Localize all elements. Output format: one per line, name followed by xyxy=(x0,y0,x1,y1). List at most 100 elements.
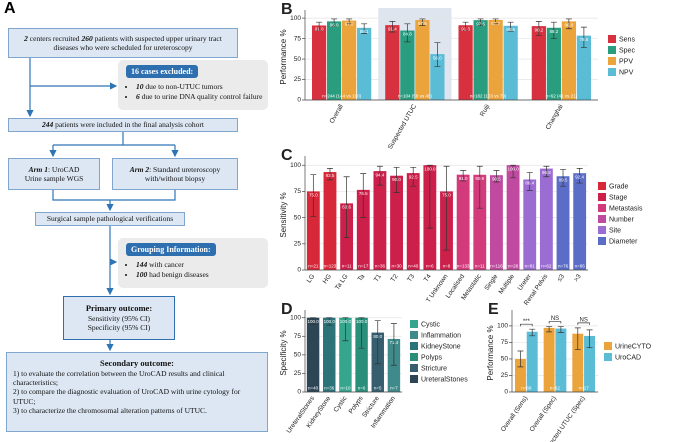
value-label: 100.0 xyxy=(424,166,436,171)
bar xyxy=(514,358,526,392)
number: 10 xyxy=(136,82,144,91)
number: 260 xyxy=(81,33,93,43)
y-axis-title: Specificity % xyxy=(279,330,288,375)
primary-item: Specificity (95% CI) xyxy=(87,323,151,333)
n-label: n=81 xyxy=(525,264,536,269)
bar xyxy=(385,25,400,101)
excluded-box: 16 cases excluded: 10 due to non-UTUC tu… xyxy=(118,60,268,110)
value-label: 88.1 xyxy=(360,29,369,34)
y-tick-label: 25 xyxy=(294,76,302,83)
value-label: 92.5 xyxy=(409,174,418,179)
value-label: 71.4 xyxy=(390,340,399,345)
error-bar xyxy=(574,327,581,351)
n-label: n=6 xyxy=(358,386,366,391)
error-bar xyxy=(476,165,483,209)
verification-box: Surgical sample pathological verificatio… xyxy=(35,212,185,226)
legend-swatch xyxy=(608,57,616,65)
legend-swatch xyxy=(598,215,606,223)
y-tick-label: 75 xyxy=(294,35,302,42)
n-label: n=11 xyxy=(475,264,485,269)
error-bar xyxy=(443,165,450,251)
y-axis-title: Performance % xyxy=(279,29,288,84)
error-bar xyxy=(410,166,417,187)
error-bar xyxy=(326,168,333,181)
primary-item: Sensitivity (95% CI) xyxy=(87,313,151,323)
value-label: 100.0 xyxy=(340,319,352,324)
value-label: 92.4 xyxy=(575,174,584,179)
error-bar xyxy=(546,326,553,333)
n-label: n=104 (58 vs 46) xyxy=(398,94,432,99)
value-label: 86.4 xyxy=(525,181,534,186)
excluded-item: 10 due to non-UTUC tumors xyxy=(136,82,262,92)
error-bar xyxy=(358,317,365,349)
bar xyxy=(406,173,420,270)
y-tick-label: 100 xyxy=(290,314,301,321)
x-tick-label: ≤3 xyxy=(556,273,566,283)
value-label: 88.2 xyxy=(549,29,558,34)
panel-label: C xyxy=(281,147,293,164)
value-label: 100.0 xyxy=(356,319,368,324)
legend-swatch xyxy=(608,35,616,43)
y-tick-label: 75 xyxy=(294,188,302,195)
bar xyxy=(584,335,596,392)
value-label: 96.8 xyxy=(542,170,551,175)
excluded-title: 16 cases excluded: xyxy=(126,65,199,78)
n-label: n=10 xyxy=(340,386,351,391)
n-label: n=244 (144 vs 100) xyxy=(322,94,361,99)
n-label: n=11 xyxy=(342,264,352,269)
bar xyxy=(342,20,357,100)
bar xyxy=(357,27,372,101)
legend-swatch xyxy=(598,226,606,234)
text: due to non-UTUC tumors xyxy=(143,82,223,91)
n-label: n=62 xyxy=(541,264,552,269)
panel-label: B xyxy=(281,1,293,18)
value-label: 97.7 xyxy=(491,21,500,26)
y-tick-label: 25 xyxy=(294,241,302,248)
secondary-item: 3) to characterize the chromosomal alter… xyxy=(13,406,207,416)
text: centers recruited xyxy=(27,33,82,43)
text: with cancer xyxy=(147,260,184,269)
bar xyxy=(473,174,487,270)
error-bar xyxy=(565,18,572,30)
value-label: 90.0 xyxy=(392,177,401,182)
x-tick-label: LG xyxy=(306,273,317,284)
error-bar xyxy=(343,176,350,238)
bar xyxy=(400,30,415,100)
legend-swatch xyxy=(598,237,606,245)
cohort-box: 244 patients were included in the final … xyxy=(8,118,238,132)
error-bar xyxy=(560,169,567,187)
error-bar xyxy=(393,166,400,193)
legend-label: Site xyxy=(609,227,621,234)
error-bar xyxy=(586,329,593,349)
bar xyxy=(456,174,470,270)
value-label: 97.5 xyxy=(476,21,485,26)
bar xyxy=(373,171,387,270)
primary-title: Primary outcome: xyxy=(85,303,153,314)
error-bar xyxy=(492,18,499,25)
bar xyxy=(390,175,403,270)
recruit-text: 2 centers recruited 260 patients with su… xyxy=(14,34,232,53)
value-label: 90.2 xyxy=(534,27,543,32)
y-tick-label: 50 xyxy=(294,214,302,221)
bar xyxy=(415,20,430,101)
value-label: 90.6 xyxy=(506,27,515,32)
legend-label: PPV xyxy=(619,58,633,65)
legend-swatch xyxy=(410,353,418,361)
x-tick-label: Ta xyxy=(357,273,367,283)
bar xyxy=(523,179,537,270)
secondary-box: Secondary outcome: 1) to evaluate the co… xyxy=(6,352,268,432)
excluded-list: 10 due to non-UTUC tumors 6 due to urine… xyxy=(124,82,262,102)
n-label: n=28 xyxy=(508,264,519,269)
legend-swatch xyxy=(608,46,616,54)
value-label: 91.3 xyxy=(461,26,470,31)
arm-label: Arm 1 xyxy=(28,164,48,174)
value-label: 80.0 xyxy=(373,334,382,339)
value-label: 56.0 xyxy=(433,55,442,60)
legend-label: UroCAD xyxy=(615,354,641,361)
bar xyxy=(572,333,584,392)
y-tick-label: 75 xyxy=(294,333,302,340)
n-label: n=40 xyxy=(308,386,319,391)
n-label: n=6 xyxy=(426,264,434,269)
